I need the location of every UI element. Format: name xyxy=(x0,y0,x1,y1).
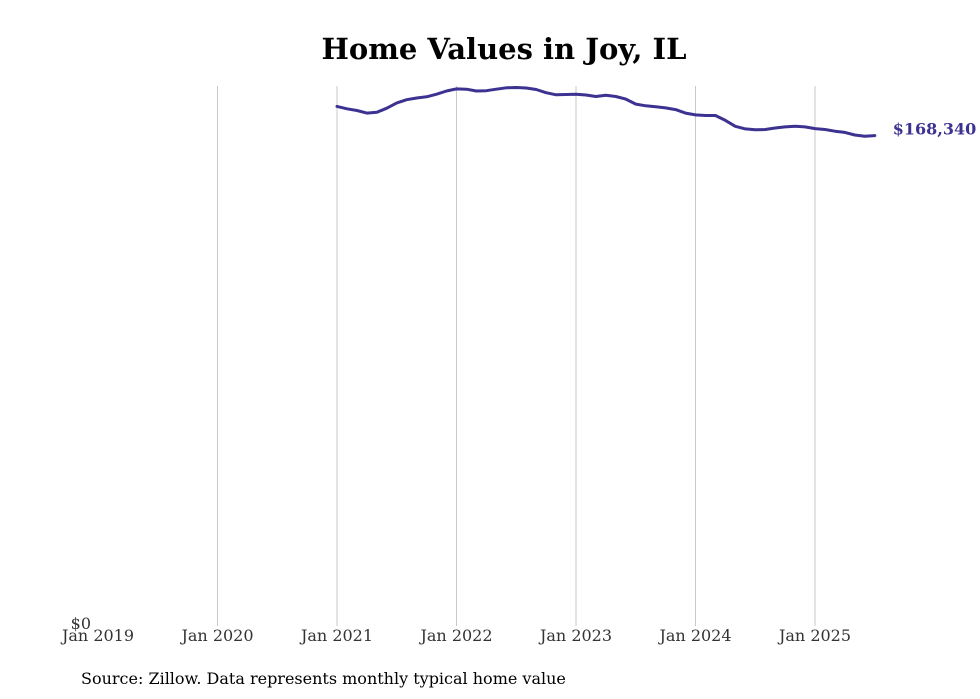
y-tick-label: $0 xyxy=(71,614,91,633)
series-line-0 xyxy=(335,86,877,138)
x-axis-ticks: Jan 2019 Jan 2020 Jan 2021 Jan 2022 Jan 2023… xyxy=(60,626,851,645)
x-tick-label: Jan 2024 xyxy=(657,626,731,645)
x-tick-label: Jan 2023 xyxy=(538,626,612,645)
x-tick-label: Jan 2020 xyxy=(179,626,253,645)
x-tick-label: Jan 2021 xyxy=(299,626,373,645)
x-tick-label: Jan 2025 xyxy=(777,626,851,645)
x-tick-label: Jan 2022 xyxy=(418,626,492,645)
chart-title: Home Values in Joy, IL xyxy=(321,32,686,66)
series-layer: $168,340 xyxy=(335,86,977,139)
x-tick-label: Jan 2019 xyxy=(60,626,134,645)
y-axis-ticks: $0 xyxy=(71,614,91,633)
x-grid-lines xyxy=(217,86,816,626)
source-note: Source: Zillow. Data represents monthly … xyxy=(81,669,566,688)
series-end-label: $168,340 xyxy=(893,120,977,139)
